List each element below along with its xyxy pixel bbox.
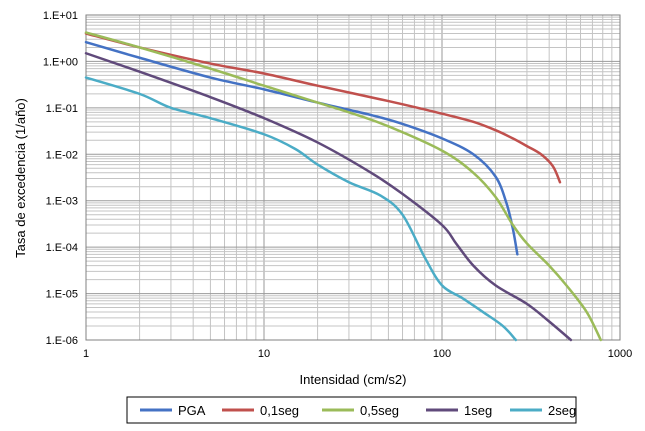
series-line-pga — [84, 40, 519, 256]
y-tick-label: 1.E-06 — [46, 335, 78, 347]
x-tick-label: 1 — [83, 348, 89, 360]
plot-area — [86, 15, 620, 340]
y-tick-label: 1.E-04 — [46, 242, 78, 254]
legend-label-0-1seg: 0,1seg — [260, 403, 299, 418]
y-tick-label: 1.E+00 — [43, 56, 78, 68]
legend-label-pga: PGA — [178, 403, 206, 418]
legend-label-1seg: 1seg — [464, 403, 492, 418]
y-tick-label: 1.E-05 — [46, 289, 78, 301]
plot-frame — [85, 14, 621, 341]
x-tick-label: 1000 — [608, 348, 632, 360]
y-tick-label: 1.E-02 — [46, 149, 78, 161]
x-tick-label: 10 — [258, 348, 270, 360]
legend: PGA 0,1seg 0,5seg 1seg 2seg — [140, 403, 576, 418]
y-axis-title: Tasa de excedencia (1/año) — [13, 98, 28, 258]
series-lines — [84, 31, 603, 342]
series-line-0-1seg — [84, 32, 562, 184]
x-tick-labels: 1 10 100 1000 — [83, 348, 632, 360]
series-line-0-5seg — [84, 31, 603, 342]
series-line-2seg — [84, 76, 518, 342]
legend-label-0-5seg: 0,5seg — [360, 403, 399, 418]
y-tick-labels: 1.E-06 1.E-05 1.E-04 1.E-03 1.E-02 1.E-01 1.E+… — [43, 10, 78, 347]
x-axis-title: Intensidad (cm/s2) — [300, 372, 407, 387]
legend-label-2seg: 2seg — [548, 403, 576, 418]
y-tick-label: 1.E-03 — [46, 196, 78, 208]
x-tick-label: 100 — [433, 348, 451, 360]
y-tick-label: 1.E+01 — [43, 10, 78, 22]
series-line-1seg — [84, 52, 573, 342]
y-tick-label: 1.E-01 — [46, 103, 78, 115]
